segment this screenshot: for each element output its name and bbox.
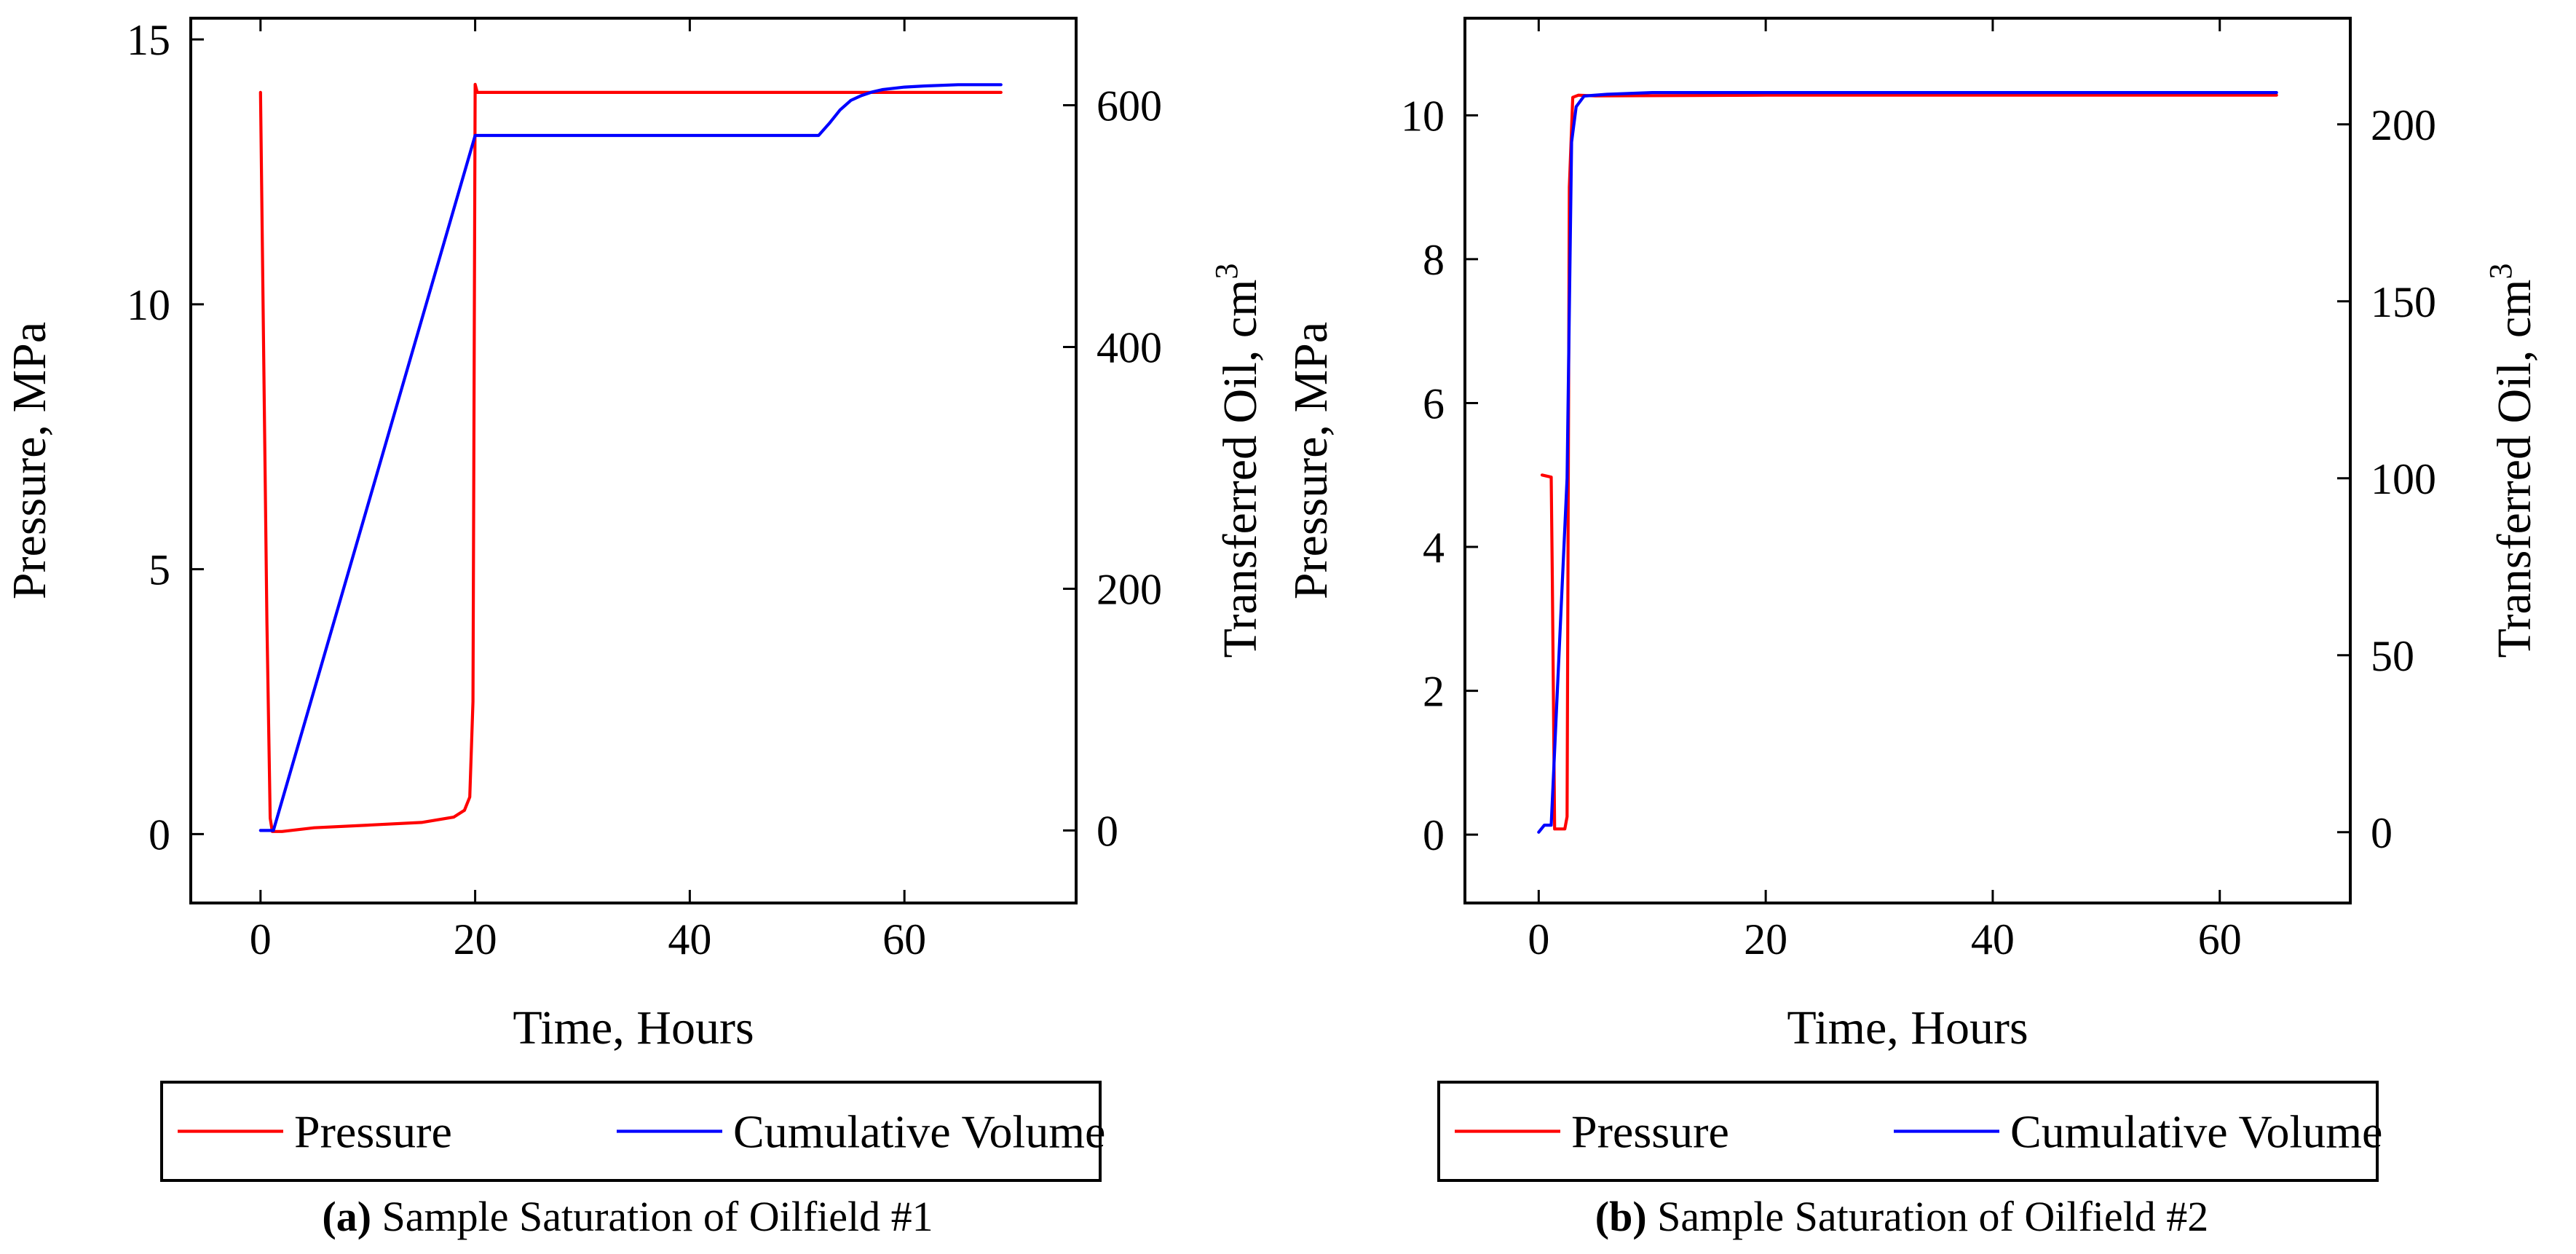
panel-b-y2-tick-label: 50 <box>2371 632 2414 680</box>
panel-b-legend-label-cumulative-volume: Cumulative Volume <box>2010 1106 2382 1158</box>
panel-b-y2-tick-label: 100 <box>2371 455 2436 503</box>
panel-a-legend: Pressure Cumulative Volume <box>160 1081 1105 1182</box>
panel-b-y-tick-label: 6 <box>1423 379 1445 427</box>
panel-b-caption: (b) Sample Saturation of Oilfield #2 <box>1595 1193 2208 1240</box>
panel-b-y-tick-label: 2 <box>1423 668 1445 716</box>
panel-a-caption-text: Sample Saturation of Oilfield #1 <box>371 1193 933 1240</box>
panel-a-y-tick-label: 0 <box>149 811 170 859</box>
panel-a-series-cumulative-volume-line <box>258 83 1003 832</box>
panel-a-caption: (a) Sample Saturation of Oilfield #1 <box>322 1193 933 1240</box>
panel-a-y-axis-title: Pressure, MPa <box>3 322 56 599</box>
panel-b-y2-axis-title-text: Transferred Oil, cm <box>2488 280 2541 658</box>
panel-a-x-tick-label: 20 <box>454 915 497 963</box>
panel-a-y2-tick-label: 0 <box>1097 807 1118 855</box>
panel-a-series-group <box>258 82 1003 833</box>
panel-b-y2-tick-label: 200 <box>2371 101 2436 149</box>
panel-b-y-tick-label: 4 <box>1423 524 1445 572</box>
panel-b-y-tick-label: 8 <box>1423 236 1445 284</box>
panel-a-series-pressure-line <box>258 82 1003 833</box>
panel-a-x-tick-label: 0 <box>250 915 272 963</box>
panel-b-caption-text: Sample Saturation of Oilfield #2 <box>1647 1193 2209 1240</box>
panel-a-legend-label-pressure: Pressure <box>294 1106 452 1158</box>
panel-b-y2-axis-title: Transferred Oil, cm3 <box>2483 264 2541 658</box>
panel-b-y2-tick-label: 0 <box>2371 809 2393 857</box>
panel-b-legend: Pressure Cumulative Volume <box>1437 1081 2382 1182</box>
panel-a-y2-tick-label: 600 <box>1097 82 1162 130</box>
panel-a-plot-frame <box>189 17 1078 904</box>
panel-b-caption-label: (b) <box>1595 1193 1647 1240</box>
panel-a-y2-axis-title: Transferred Oil, cm3 <box>1209 264 1267 658</box>
panel-b-legend-label-pressure: Pressure <box>1571 1106 1729 1158</box>
panel-a-y2-axis-title-text: Transferred Oil, cm <box>1214 280 1267 658</box>
panel-b-x-tick-label: 40 <box>1971 915 2015 963</box>
panel-b-y-axis-title: Pressure, MPa <box>1284 322 1338 599</box>
panel-b-plot-frame <box>1463 17 2352 904</box>
panel-b-x-tick-label: 60 <box>2198 915 2242 963</box>
panel-a-caption-label: (a) <box>322 1193 371 1240</box>
panel-a-y-tick-label: 10 <box>127 281 170 329</box>
panel-b-x-tick-label: 20 <box>1744 915 1787 963</box>
panel-b-y2-tick-label: 150 <box>2371 278 2436 326</box>
panel-b-series-pressure-line <box>1540 93 2278 831</box>
panel-b-x-axis-title: Time, Hours <box>1787 1001 2028 1054</box>
panel-b-y-tick-label: 10 <box>1401 92 1445 140</box>
panel-a-x-axis-title: Time, Hours <box>513 1001 754 1054</box>
panel-b-y-tick-label: 0 <box>1423 811 1445 859</box>
panel-a-y2-tick-label: 400 <box>1097 323 1162 371</box>
panel-a-legend-label-cumulative-volume: Cumulative Volume <box>733 1106 1105 1158</box>
panel-b-series-group <box>1537 90 2278 834</box>
panel-a-y-tick-label: 15 <box>127 16 170 64</box>
panel-a-x-tick-label: 40 <box>668 915 711 963</box>
panel-a-y-tick-label: 5 <box>149 546 170 594</box>
panel-b-x-tick-label: 0 <box>1528 915 1549 963</box>
panel-a-y2-tick-label: 200 <box>1097 565 1162 613</box>
panel-b-y2-axis-title-superscript: 3 <box>2483 264 2518 280</box>
panel-b-series-cumulative-volume-line <box>1537 90 2278 834</box>
panel-a-x-tick-label: 60 <box>882 915 926 963</box>
panel-a-y2-axis-title-superscript: 3 <box>1209 264 1244 280</box>
